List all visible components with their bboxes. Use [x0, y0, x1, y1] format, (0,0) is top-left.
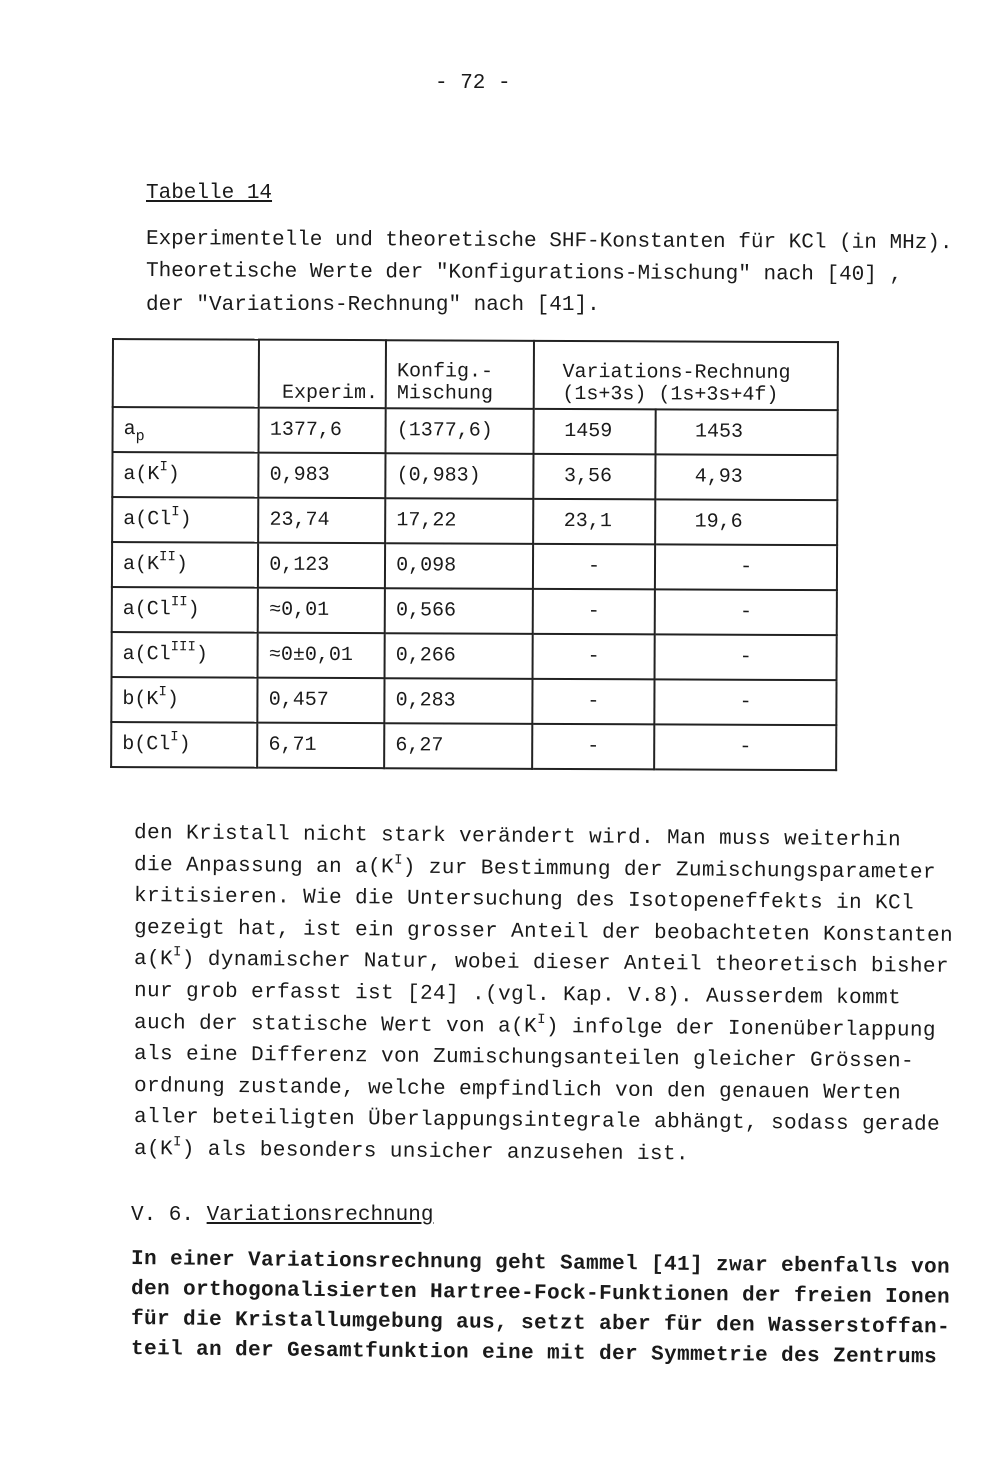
cell-konfig: 6,27: [384, 723, 532, 769]
header-konfig-1: Konfig.-: [396, 360, 494, 384]
text-line: gezeigt hat, ist ein grosser Anteil der …: [133, 916, 954, 948]
table-header-row: Experim. Konfig.- Mischung Variations-Rec…: [112, 339, 838, 411]
cell-var-1s3s4f: -: [655, 544, 838, 591]
table-row: a(KI) 0,983 (0,983) 3,56 4,93: [112, 452, 838, 501]
text-line: für die Kristallumgebung aus, setzt aber…: [130, 1308, 951, 1340]
text-line: den orthogonalisierten Hartree-Fock-Funk…: [130, 1278, 951, 1310]
cell-var-1s3s: -: [532, 633, 656, 680]
text-line: die Anpassung an a(KI) zur Bestimmung de…: [133, 852, 937, 885]
header-experim: Experim.: [258, 339, 387, 409]
text-line: aller beteiligten Überlappungsintegrale …: [133, 1106, 941, 1138]
table-row: a(ClIII) ≈0±0,01 0,266- -: [111, 632, 837, 681]
cell-var-1s3s: -: [532, 543, 656, 590]
text-line: auch der statische Wert von a(KI) infolg…: [133, 1011, 937, 1043]
text-line: teil an der Gesamtfunktion eine mit der …: [130, 1338, 938, 1370]
cell-var-1s3s: -: [531, 678, 655, 725]
cell-experim: 1377,6: [258, 407, 386, 454]
text-line: In einer Variationsrechnung geht Sammel …: [130, 1248, 951, 1280]
table-row: a(ClII) ≈0,01 0,566- -: [111, 587, 837, 636]
header-variation: Variations-Rechnung (1s+3s) (1s+3s+4f): [533, 340, 838, 411]
header-variation-title: Variations-Rechnung: [562, 360, 791, 385]
cell-var-1s3s4f: 1453: [655, 409, 838, 456]
section-heading: V. 6. Variationsrechnung: [131, 1204, 433, 1227]
cell-var-1s3s: 3,56: [532, 453, 656, 500]
cell-konfig: (0,983): [385, 453, 534, 499]
header-var-a: (1s+3s): [562, 382, 647, 407]
table-row: a(ClI) 23,74 17,22 23,1 19,6: [112, 497, 838, 546]
cell-var-1s3s: 23,1: [532, 498, 656, 545]
cell-konfig: 0,266: [384, 633, 533, 679]
row-label: a(ClI): [112, 497, 259, 543]
cell-konfig: (1377,6): [385, 408, 534, 454]
row-label: ap: [112, 407, 259, 453]
cell-var-1s3s4f: -: [654, 724, 837, 771]
cell-konfig: 0,098: [385, 543, 533, 589]
table-row: ap 1377,6 (1377,6) 1459 1453: [112, 407, 838, 456]
cell-var-1s3s4f: 4,93: [655, 454, 838, 501]
row-label: a(KII): [111, 542, 259, 588]
cell-var-1s3s4f: -: [654, 634, 837, 681]
text-line: nur grob erfasst ist [24] .(vgl. Kap. V.…: [133, 980, 902, 1011]
cell-experim: 6,71: [257, 722, 385, 769]
cell-experim: ≈0±0,01: [257, 632, 385, 679]
row-label: a(ClIII): [111, 632, 259, 678]
row-label: b(ClI): [111, 722, 258, 768]
cell-konfig: 0,283: [384, 678, 533, 724]
caption-line: Experimentelle und theoretische SHF-Kons…: [145, 228, 953, 256]
cell-var-1s3s: 1459: [533, 408, 657, 455]
section-number: V. 6.: [131, 1204, 195, 1227]
table-row: b(ClI) 6,71 6,27- -: [111, 722, 837, 771]
text-line: den Kristall nicht stark verändert wird.…: [133, 822, 902, 853]
shf-constants-table: Experim. Konfig.- Mischung Variations-Rec…: [110, 338, 839, 771]
caption-line: Theoretische Werte der "Konfigurations-M…: [145, 260, 903, 287]
text-line: a(KI) als besonders unsicher anzusehen i…: [133, 1134, 690, 1167]
cell-var-1s3s4f: 19,6: [655, 499, 838, 546]
cell-var-1s3s4f: -: [655, 589, 837, 636]
text-line: als eine Differenz von Zumischungsanteil…: [133, 1043, 915, 1074]
table-row: b(KI) 0,457 0,283- -: [111, 677, 837, 726]
row-label: a(ClII): [111, 587, 259, 633]
cell-konfig: 0,566: [384, 588, 533, 634]
text-line: kritisieren. Wie die Untersuchung des Is…: [133, 885, 915, 916]
caption-line: der "Variations-Rechnung" nach [41].: [146, 294, 600, 317]
row-label: b(KI): [111, 677, 258, 723]
cell-var-1s3s4f: -: [654, 679, 837, 726]
cell-var-1s3s: -: [531, 723, 655, 770]
section-title: Variationsrechnung: [206, 1204, 434, 1227]
row-label: a(KI): [112, 452, 259, 498]
cell-konfig: 17,22: [385, 498, 533, 544]
header-empty: [112, 339, 260, 408]
table-row: a(KII) 0,123 0,098- -: [111, 542, 838, 591]
header-konfig: Konfig.- Mischung: [385, 340, 534, 409]
page-number: - 72 -: [435, 72, 511, 95]
text-line: ordnung zustande, welche empfindlich von…: [133, 1074, 902, 1106]
header-var-b: (1s+3s+4f): [658, 383, 779, 407]
table-label: Tabelle 14: [146, 182, 273, 205]
cell-experim: ≈0,01: [258, 587, 386, 634]
header-konfig-2: Mischung: [396, 382, 494, 406]
cell-experim: 0,123: [258, 542, 386, 589]
cell-var-1s3s: -: [532, 588, 656, 635]
cell-experim: 0,457: [257, 677, 385, 724]
text-line: a(KI) dynamischer Natur, wobei dieser An…: [133, 944, 950, 980]
cell-experim: 0,983: [258, 452, 386, 499]
cell-experim: 23,74: [258, 497, 386, 544]
